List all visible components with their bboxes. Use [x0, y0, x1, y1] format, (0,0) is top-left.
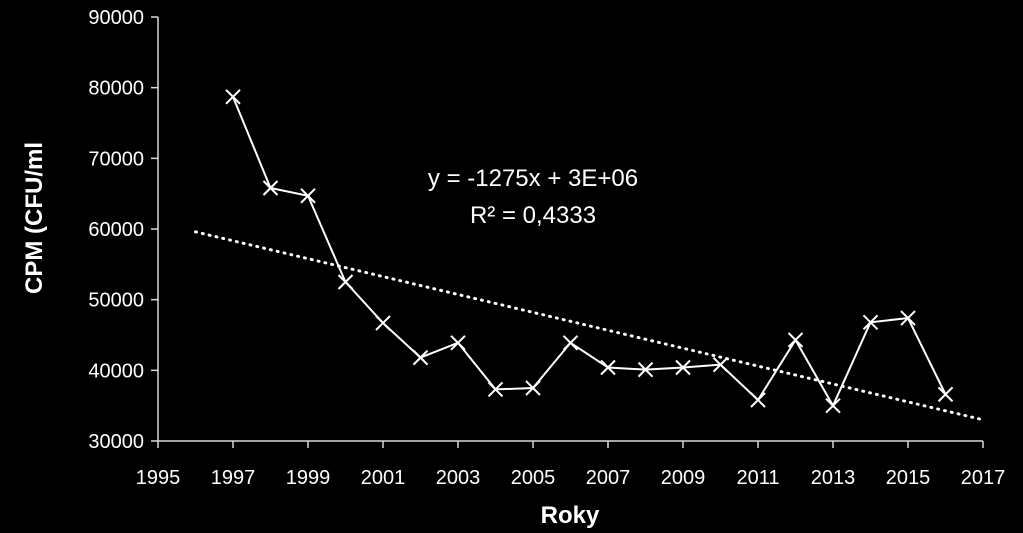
data-point	[712, 356, 729, 373]
x-tick-label: 1995	[136, 467, 181, 489]
data-point	[787, 332, 804, 348]
y-tick-label: 70000	[88, 148, 144, 170]
series-line	[232, 96, 947, 408]
y-axis-title: CPM (CFU/ml	[21, 142, 48, 294]
y-tick-label: 30000	[88, 431, 144, 453]
y-tick-label: 50000	[88, 290, 144, 312]
data-point	[675, 359, 691, 376]
data-point	[525, 380, 541, 396]
y-tick-label: 60000	[88, 219, 144, 241]
y-tick-label: 90000	[88, 7, 144, 29]
y-ticks: 30000 40000 50000 60000 70000 80000 90000	[88, 7, 158, 453]
series-group	[232, 96, 947, 408]
data-point	[337, 274, 354, 290]
data-point	[862, 314, 879, 330]
x-tick-label: 2005	[511, 467, 556, 489]
x-tick-label: 2017	[961, 467, 1006, 489]
x-tick-label: 2013	[811, 467, 856, 489]
x-ticks: 1995 1997 1999 2001 2003 2005 2007 2009 2011 2013…	[136, 441, 1006, 489]
y-tick-label: 80000	[88, 78, 144, 100]
data-point	[262, 180, 279, 196]
data-point	[300, 188, 316, 204]
data-point	[937, 386, 954, 403]
data-point	[562, 335, 579, 351]
data-point	[900, 310, 916, 326]
x-tick-label: 2007	[586, 467, 631, 489]
data-point	[225, 89, 241, 105]
data-point	[375, 315, 391, 331]
x-tick-label: 2009	[661, 467, 706, 489]
trendline-group	[194, 230, 985, 422]
x-tick-label: 2015	[886, 467, 931, 489]
x-tick-label: 2011	[736, 467, 779, 489]
x-axis-title: Roky	[541, 502, 600, 529]
y-tick-label: 40000	[88, 360, 144, 382]
equation-label: y = -1275x + 3E+06	[428, 165, 638, 192]
r-squared-label: R² = 0,4333	[470, 202, 596, 229]
data-point	[487, 381, 504, 398]
markers-group	[225, 89, 954, 414]
data-point	[637, 361, 654, 378]
data-point	[750, 392, 766, 408]
data-point	[412, 349, 429, 366]
data-point	[825, 397, 841, 414]
x-tick-label: 1997	[211, 467, 256, 489]
x-tick-label: 2001	[361, 467, 406, 489]
data-point	[600, 359, 616, 376]
x-tick-label: 1999	[286, 467, 331, 489]
data-point	[450, 335, 466, 351]
axes	[157, 17, 983, 442]
x-tick-label: 2003	[436, 467, 481, 489]
trendline	[194, 230, 985, 422]
